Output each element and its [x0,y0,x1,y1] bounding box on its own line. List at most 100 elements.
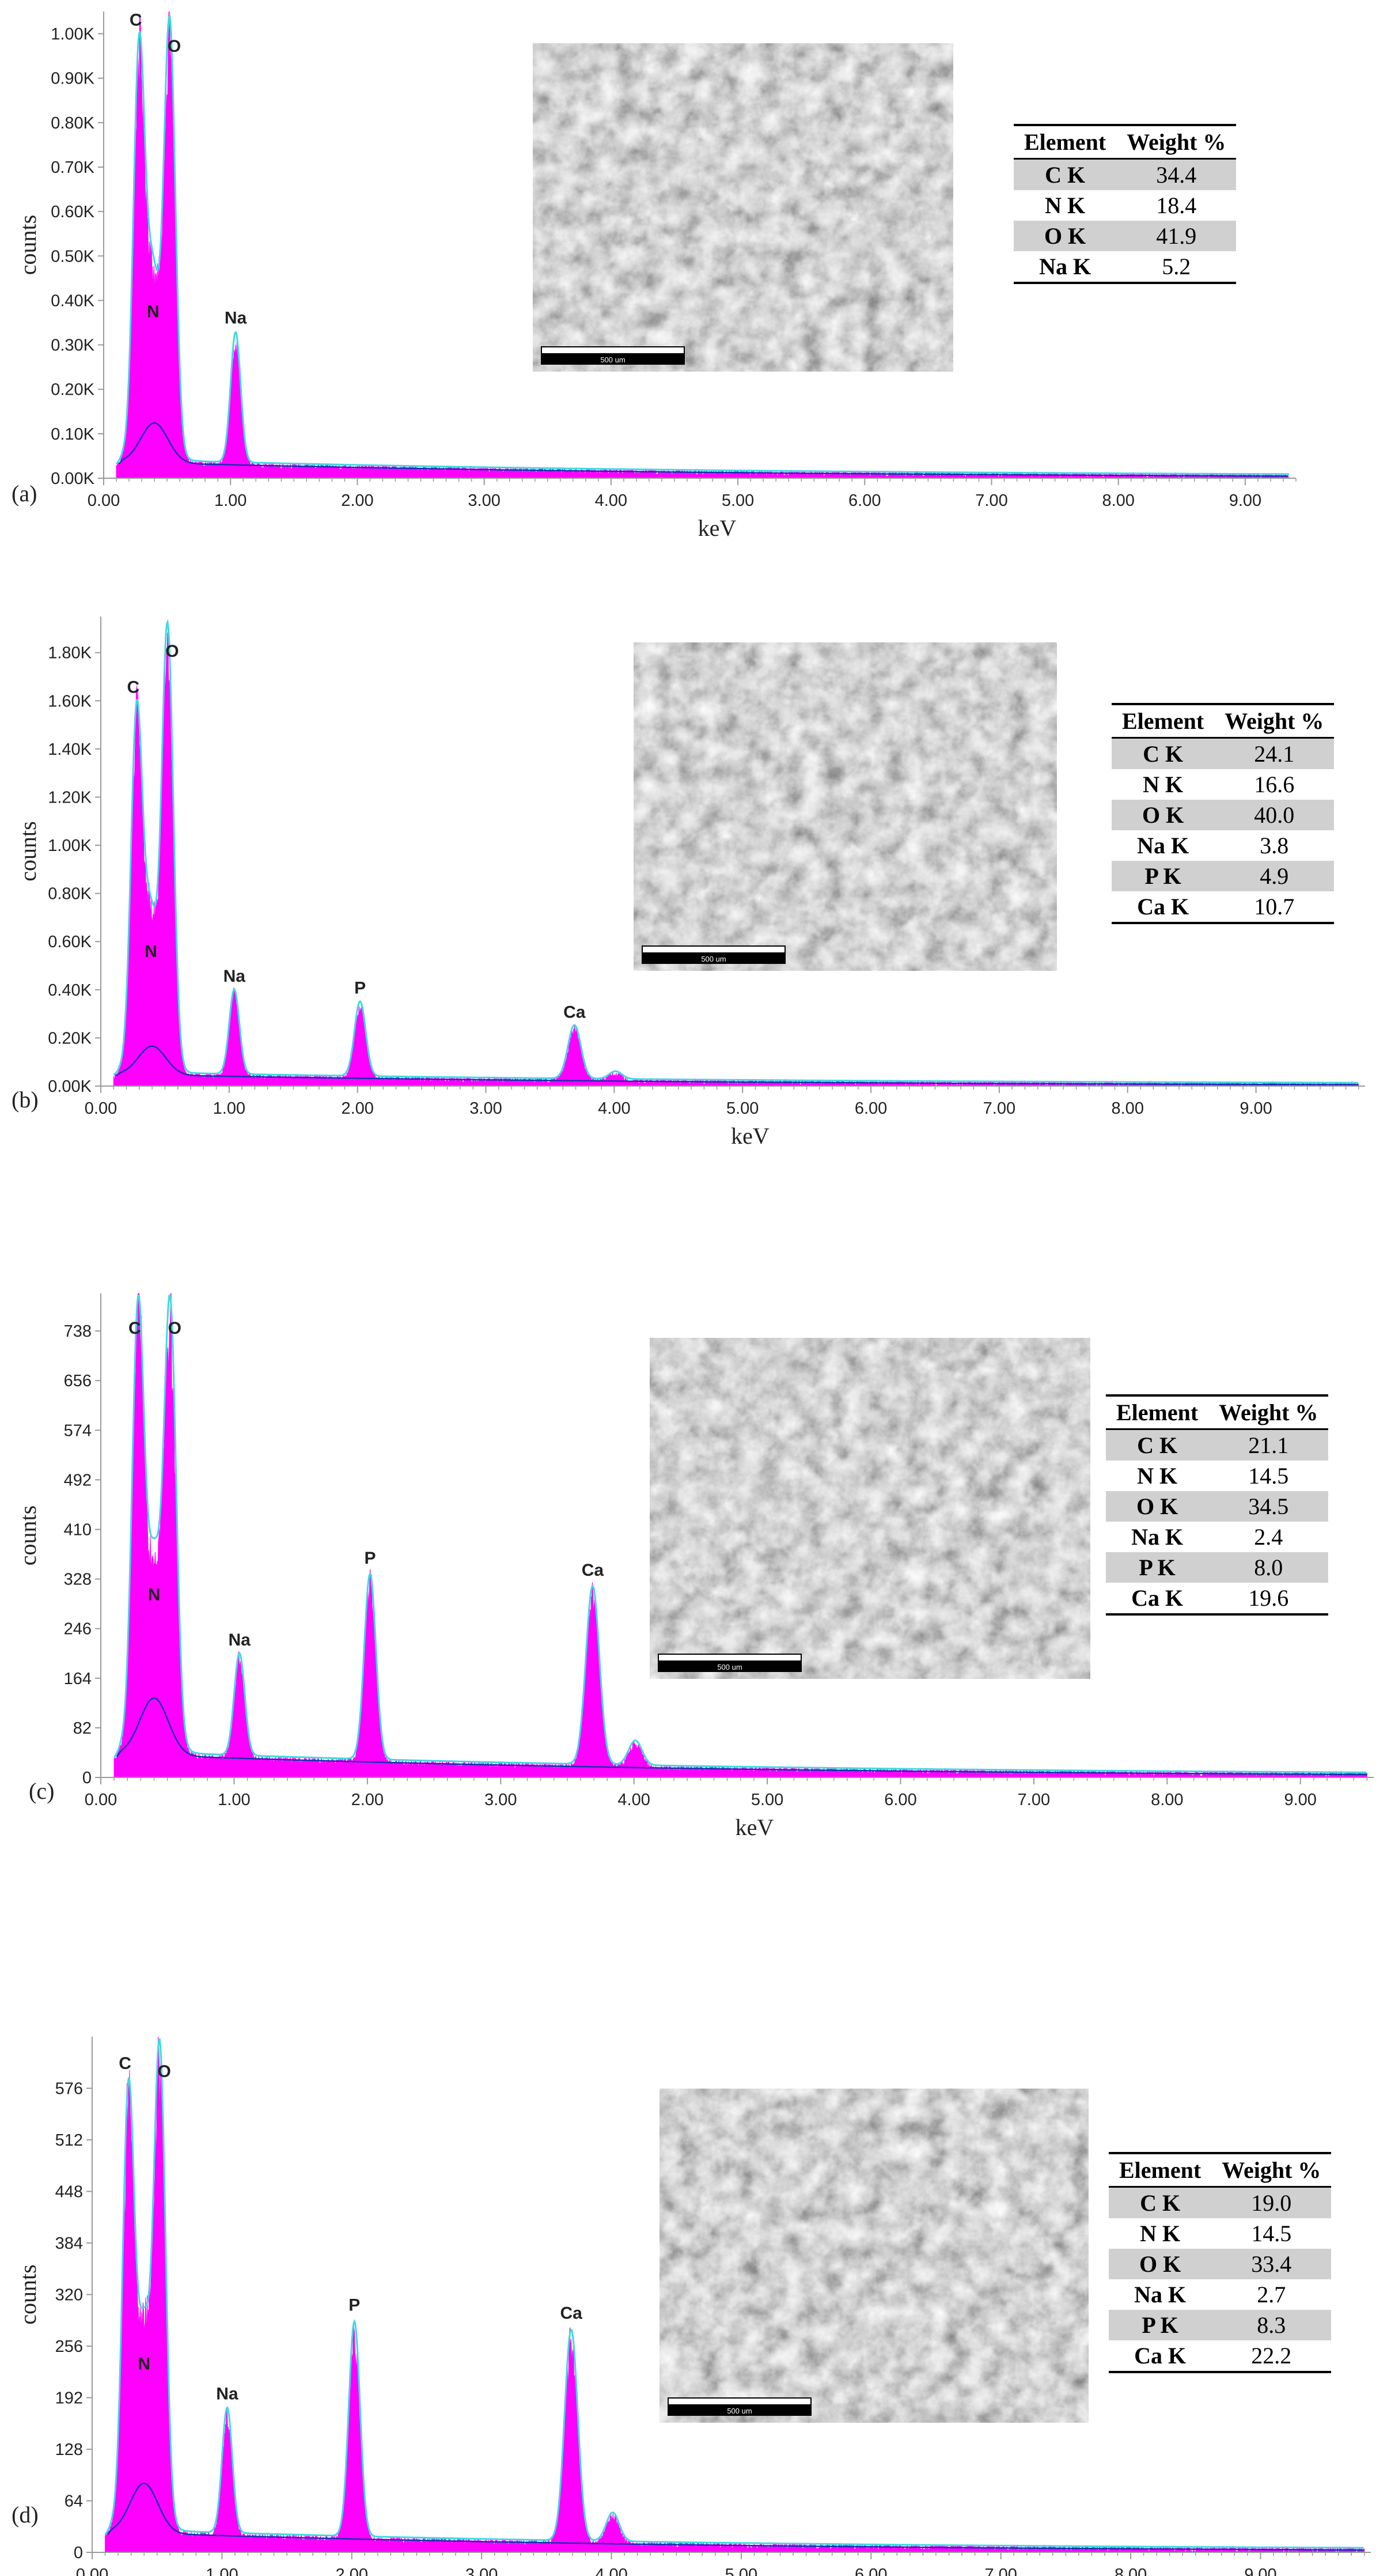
table-cell-element: C K [1112,737,1215,769]
y-tick-label: 0.90K [51,70,94,88]
table-cell-element: N K [1140,2221,1181,2246]
table-cell-element: Na K [1039,254,1091,279]
scale-bar-label: 500 um [717,1663,742,1671]
table-row: C K 19.0 [1109,2187,1332,2218]
x-tick-label: 1.00 [213,1099,245,1118]
background-curve [116,1697,1367,1776]
panel-label: (a) [12,481,37,506]
x-tick-label: 3.00 [469,1099,502,1118]
x-tick-label: 0.00 [88,491,120,510]
y-tick-label: 0.80K [51,114,94,133]
table-row: P K 8.3 [1109,2310,1332,2340]
peak-label-na: Na [228,1631,251,1650]
scale-bar [659,1655,801,1660]
y-axis-title: counts [15,2264,41,2324]
table-cell-weight: 16.6 [1254,771,1295,797]
peak-label-c: C [127,678,140,697]
x-tick-label: 9.00 [1284,1791,1316,1809]
weight-table: Element Weight % C K 21.1 N K 14.5 O K 34.5 Na K… [1106,1394,1329,1616]
table-row: N K 18.4 [1014,190,1236,221]
x-tick-label: 5.00 [726,1099,759,1118]
table-cell-weight: 5.2 [1162,254,1191,279]
table-cell-element: Ca K [1131,1585,1184,1611]
y-axis-title: counts [15,1505,41,1565]
x-tick-label: 0.00 [76,2566,108,2576]
table-row: P K 8.0 [1106,1552,1329,1583]
y-tick-label: 1.00K [48,837,92,855]
table-cell-weight: 3.8 [1260,833,1289,858]
table-cell-weight: 33.4 [1211,2249,1332,2279]
table-cell-weight: 24.1 [1214,737,1335,769]
peak-label-ca: Ca [582,1561,604,1580]
scale-bar [669,2399,810,2404]
table-cell-weight: 34.4 [1116,158,1237,190]
table-header-element: Element [1112,704,1215,739]
peak-label-na: Na [223,967,246,986]
y-tick-label: 164 [64,1670,92,1688]
table-cell-weight: 14.5 [1248,1463,1289,1489]
x-tick-label: 7.00 [983,1099,1015,1118]
x-tick-label: 5.00 [725,2566,757,2576]
table-row: N K 14.5 [1106,1461,1328,1491]
table-cell-element: N K [1045,192,1086,218]
y-axis-title: counts [15,215,41,275]
sem-micrograph: 500 um [650,1338,1090,1679]
table-row: O K 41.9 [1014,221,1237,251]
peak-label-c: C [128,1319,141,1338]
scale-bar-label: 500 um [727,2407,752,2415]
table-cell-weight: 19.0 [1211,2187,1332,2218]
peak-label-n: N [148,1586,161,1605]
y-tick-label: 0.70K [51,158,94,177]
y-tick-label: 0.00K [48,1077,92,1096]
weight-table: Element Weight % C K 19.0 N K 14.5 O K 33.4 Na K… [1109,2152,1332,2373]
y-tick-label: 576 [55,2080,83,2098]
x-tick-label: 2.00 [336,2566,368,2576]
background-curve [107,2482,1365,2551]
table-cell-element: N K [1143,771,1184,797]
y-tick-label: 574 [64,1421,92,1440]
sem-micrograph: 500 um [660,2089,1089,2423]
x-axis-title: keV [731,1123,770,1149]
table-cell-element: P K [1109,2310,1212,2340]
peak-label-p: P [354,979,366,998]
y-tick-label: 256 [55,2337,83,2356]
scale-bar [542,347,684,353]
table-cell-element: O K [1109,2249,1212,2279]
eds-panel: 0.00K 0.20K 0.40K 0.60K 0.80K 1.00K 1.20K 1.40K… [12,616,1365,1149]
table-cell-element: O K [1014,221,1117,251]
weight-table: Element Weight % C K 34.4 N K 18.4 O K 41.9 Na K… [1014,124,1237,284]
x-tick-label: 5.00 [751,1791,783,1809]
y-tick-label: 0.20K [51,381,94,399]
peak-label-ca: Ca [560,2303,582,2322]
table-cell-weight: 19.6 [1248,1585,1289,1611]
y-axis-title: counts [15,821,41,881]
x-tick-label: 9.00 [1229,491,1261,510]
table-cell-element: Na K [1134,2282,1187,2308]
table-row: Na K 3.8 [1112,830,1334,861]
table-cell-weight: 41.9 [1116,221,1237,251]
y-tick-label: 328 [64,1571,92,1589]
sem-micrograph: 500 um [634,642,1057,971]
x-tick-label: 4.00 [598,1099,630,1118]
y-tick-label: 738 [64,1322,92,1341]
x-tick-label: 8.00 [1115,2566,1147,2576]
peak-label-o: O [168,37,181,56]
x-tick-label: 3.00 [468,491,500,510]
peak-label-p: P [364,1549,376,1568]
table-cell-weight: 14.5 [1251,2221,1292,2246]
background-curve [115,1045,1359,1085]
x-tick-label: 6.00 [855,2566,887,2576]
x-tick-label: 8.00 [1102,491,1134,510]
peak-label-na: Na [216,2384,238,2403]
table-header-element: Element [1106,1395,1209,1430]
y-tick-label: 0.30K [51,336,94,355]
table-cell-element: O K [1112,800,1215,830]
x-tick-label: 7.00 [975,491,1007,510]
table-row: Na K 5.2 [1014,251,1236,283]
y-tick-label: 0.80K [48,885,92,903]
y-tick-label: 0.00K [51,470,94,488]
scale-bar [643,947,784,952]
x-tick-label: 4.00 [595,2566,627,2576]
y-tick-label: 0.20K [48,1029,92,1047]
x-tick-label: 6.00 [855,1099,887,1118]
